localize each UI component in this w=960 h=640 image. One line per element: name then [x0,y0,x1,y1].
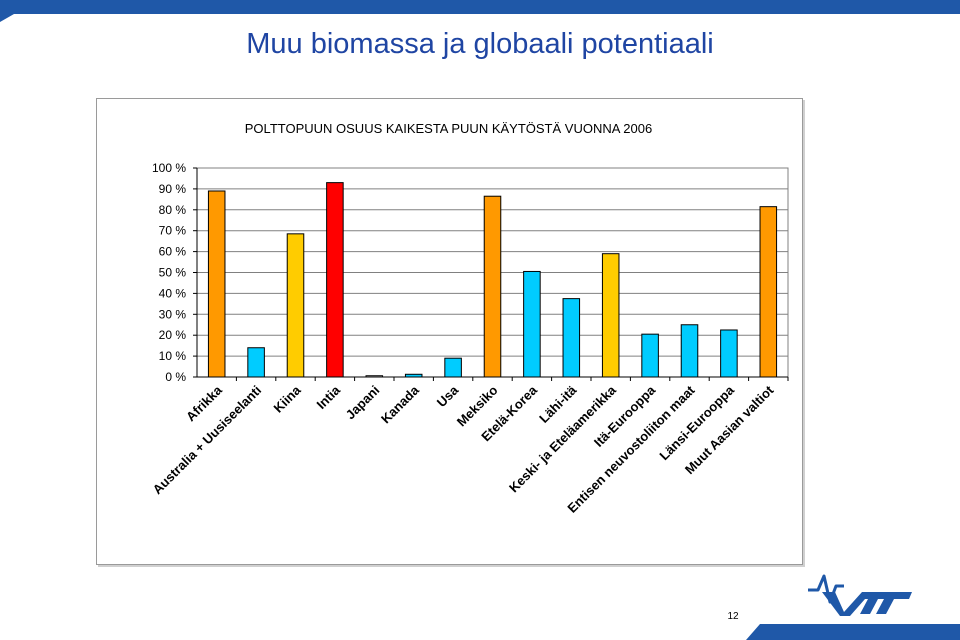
y-tick-label: 70 % [159,224,187,238]
bar [680,324,699,378]
y-tick-label: 60 % [159,245,187,259]
bar [523,270,541,378]
x-category-label: Intia [314,382,344,412]
y-tick-label: 50 % [159,266,187,280]
y-tick-label: 10 % [159,349,187,363]
bar [483,195,502,378]
bar [601,253,620,378]
bottom-accent-notch [746,624,760,640]
top-accent-notch [0,14,14,22]
bottom-accent-bar [760,624,960,640]
bar [641,333,659,378]
top-accent-bar [0,0,960,14]
x-category-label: Japani [343,383,383,423]
y-tick-label: 30 % [159,307,187,321]
bar [759,206,778,378]
bar [562,298,581,378]
page-number: 12 [727,611,739,622]
chart-title: POLTTOPUUN OSUUS KAIKESTA PUUN KÄYTÖSTÄ … [244,121,653,136]
bar [286,233,305,378]
y-tick-label: 80 % [159,203,187,217]
y-tick-label: 20 % [159,328,187,342]
bar [404,373,423,378]
slide-title: Muu biomassa ja globaali potentiaali [246,28,714,60]
y-tick-label: 0 % [165,370,186,384]
bar [326,182,344,378]
y-tick-label: 90 % [159,182,187,196]
bar [207,190,226,378]
y-tick-label: 40 % [159,286,187,300]
vtt-logo [808,574,912,616]
bar [444,357,462,378]
x-category-label: Kanada [378,382,422,426]
y-tick-label: 100 % [152,161,186,175]
bar [365,375,384,378]
x-category-label: Usa [434,382,462,410]
x-category-label: Kiina [271,382,305,416]
bar [247,347,265,378]
bar [720,329,738,378]
